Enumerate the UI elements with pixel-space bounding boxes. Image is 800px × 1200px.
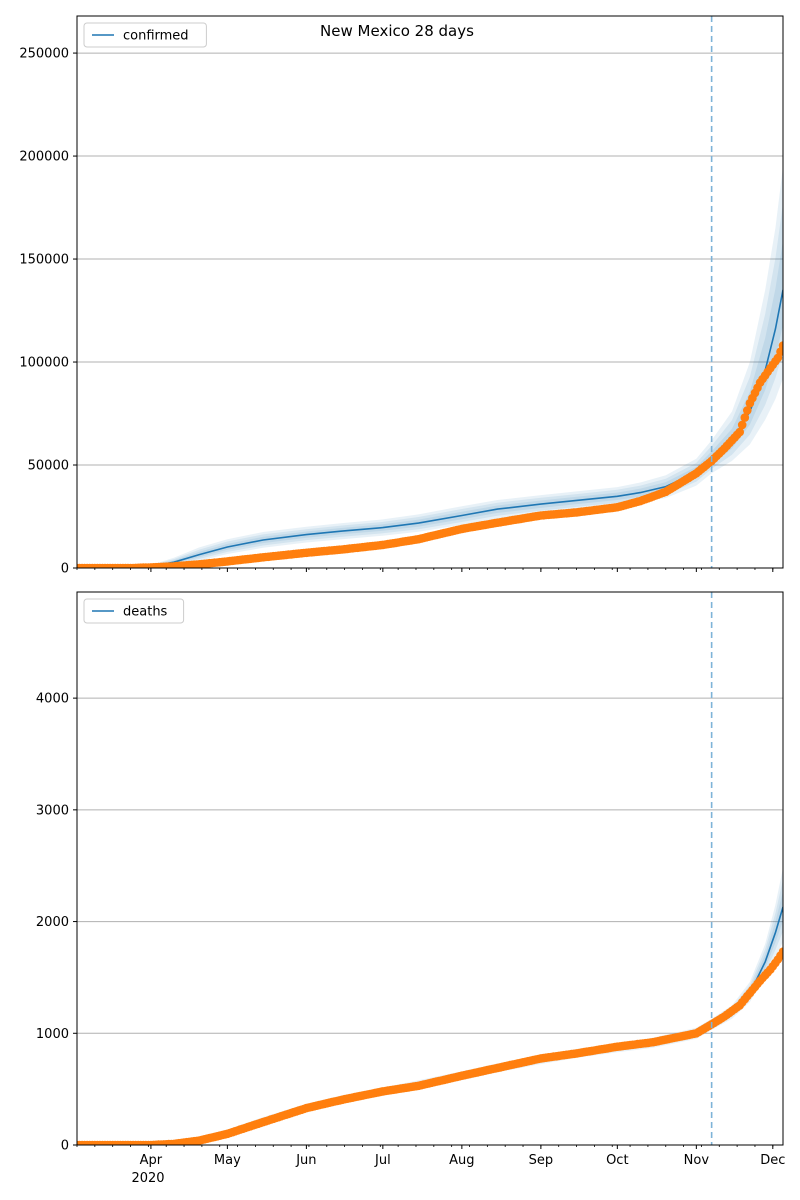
legend: confirmed	[83, 22, 207, 48]
observed-point	[778, 341, 783, 350]
y-tick-label: 4000	[36, 692, 69, 707]
uncertainty-band	[77, 891, 783, 1145]
y-tick-label: 100000	[19, 356, 69, 371]
observed-point	[737, 420, 747, 430]
y-tick-label: 0	[61, 1139, 69, 1154]
observed-point	[743, 406, 752, 415]
y-tick-label: 200000	[19, 150, 69, 165]
x-tick-label: Apr	[140, 1153, 163, 1168]
uncertainty-band	[77, 879, 783, 1145]
year-label: 2020	[131, 1171, 164, 1186]
plot-area	[77, 166, 783, 568]
x-tick-label: Dec	[760, 1153, 785, 1168]
confirmed-panel: 0 50000 100000 150000 200000 250000 confirmed	[19, 15, 784, 577]
axes-frame	[76, 15, 784, 569]
axes-frame	[76, 591, 784, 1146]
model-line	[77, 906, 783, 1145]
y-tick-label: 150000	[19, 253, 69, 268]
x-tick-label: Aug	[449, 1153, 474, 1168]
y-tick-label: 50000	[28, 459, 69, 474]
uncertainty-band	[77, 867, 783, 1145]
uncertainty-band	[77, 166, 783, 568]
x-tick-label: Jul	[374, 1153, 391, 1168]
observed-point	[735, 427, 744, 437]
x-tick-label: Nov	[684, 1153, 710, 1168]
x-tick-label: Sep	[529, 1153, 554, 1168]
deaths-panel: 0 1000 2000 3000 4000 Apr May Jun Jul Aug Sep Oct No…	[36, 591, 785, 1168]
y-tick-label: 0	[61, 562, 69, 577]
legend-label: confirmed	[123, 29, 189, 44]
y-tick-label: 1000	[36, 1027, 69, 1042]
x-tick-label: Jun	[295, 1153, 316, 1168]
y-tick-label: 2000	[36, 915, 69, 930]
observed-point	[740, 413, 750, 422]
y-tick-label: 250000	[19, 47, 69, 62]
legend-label: deaths	[123, 605, 168, 620]
observed-point	[778, 947, 783, 956]
observed-point	[776, 347, 783, 356]
uncertainty-band	[77, 240, 783, 568]
legend: deaths	[83, 598, 185, 624]
figure-title: New Mexico 28 days	[320, 22, 474, 40]
x-tick-label: Oct	[606, 1153, 628, 1168]
legend-box	[83, 598, 185, 624]
x-tick-label: May	[214, 1153, 241, 1168]
plot-area	[77, 867, 783, 1145]
y-tick-label: 3000	[36, 803, 69, 818]
legend-box	[83, 22, 207, 48]
